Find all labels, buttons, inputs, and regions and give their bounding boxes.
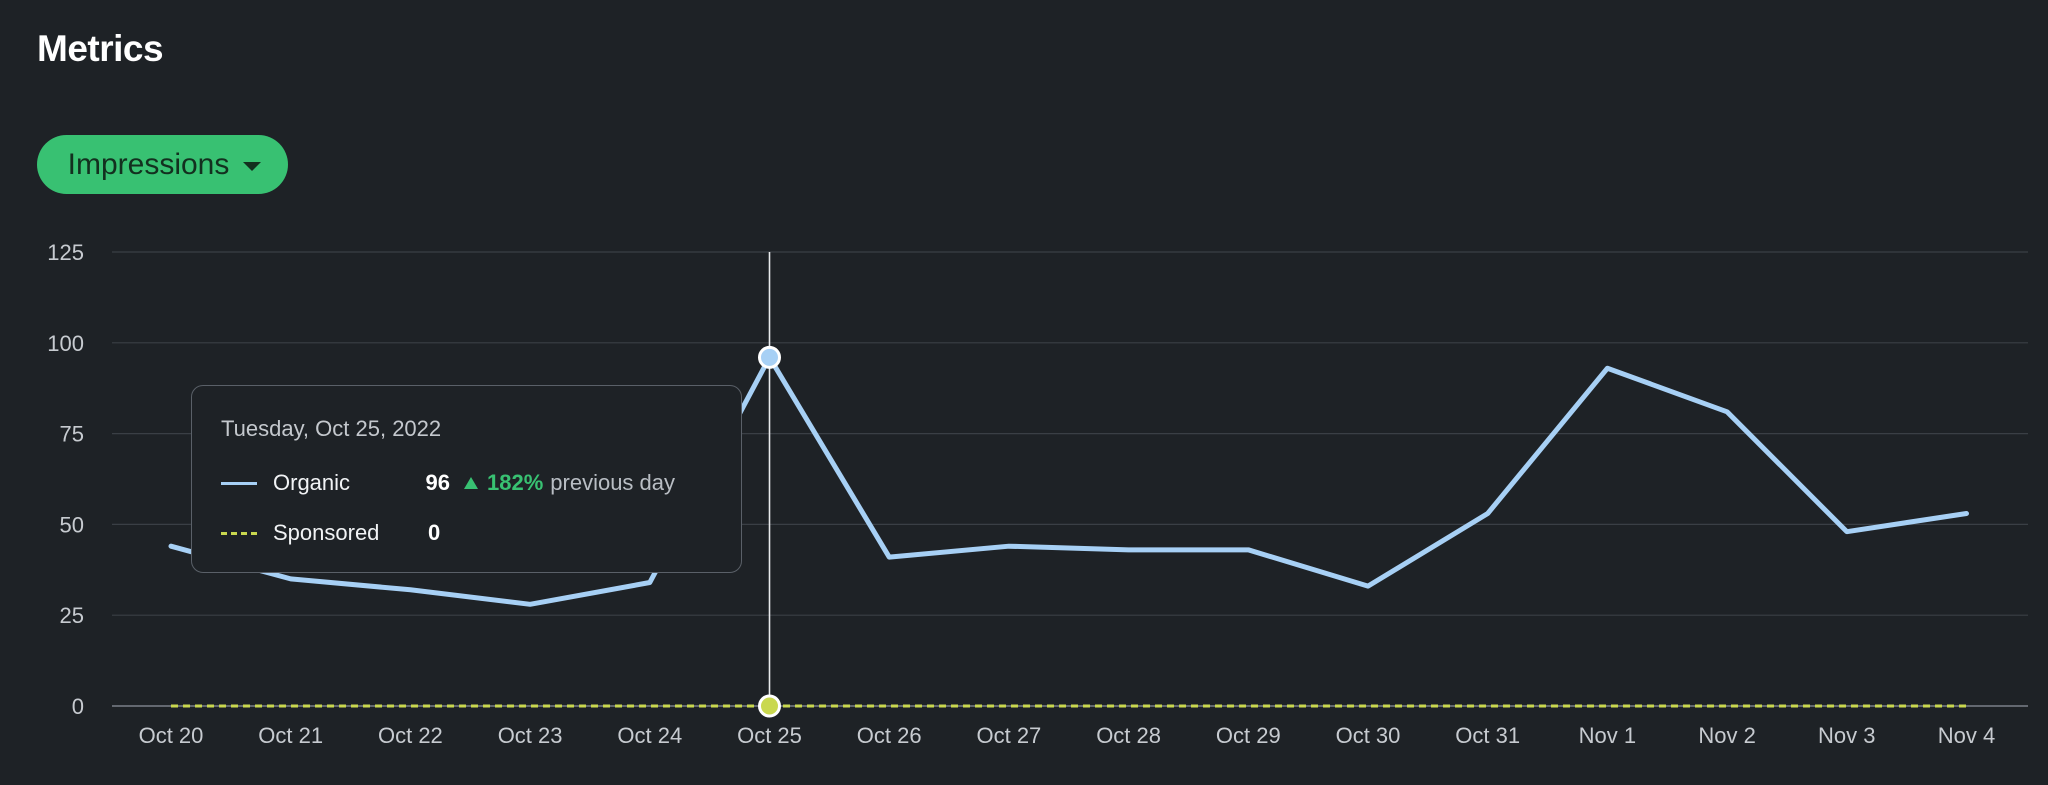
data-point-organic bbox=[1964, 511, 1970, 517]
tooltip-row-sponsored: Sponsored 0 bbox=[221, 518, 712, 548]
x-tick-label: Oct 29 bbox=[1216, 723, 1281, 748]
data-point-organic bbox=[1006, 543, 1012, 549]
data-point-organic bbox=[1604, 365, 1610, 371]
tooltip-row-organic: Organic 96 182% previous day bbox=[221, 468, 712, 498]
data-point-organic bbox=[407, 587, 413, 593]
data-point-organic bbox=[1485, 511, 1491, 517]
data-point-organic bbox=[647, 580, 653, 586]
x-tick-label: Oct 30 bbox=[1336, 723, 1401, 748]
x-tick-label: Oct 24 bbox=[617, 723, 682, 748]
data-point-organic bbox=[1126, 547, 1132, 553]
hover-point-organic bbox=[758, 345, 781, 369]
y-tick-label: 75 bbox=[60, 422, 84, 447]
caret-down-icon bbox=[243, 161, 262, 171]
tooltip-series-value: 0 bbox=[428, 520, 441, 545]
tooltip-series-value: 96 bbox=[425, 470, 450, 495]
tooltip-change-percent: 182% bbox=[487, 470, 544, 495]
y-tick-label: 25 bbox=[60, 603, 84, 628]
data-point-organic bbox=[288, 576, 294, 582]
data-point-organic bbox=[886, 554, 892, 560]
sponsored-legend-swatch bbox=[221, 531, 257, 535]
data-point-organic bbox=[168, 543, 174, 549]
tooltip-change-suffix: previous day bbox=[550, 470, 676, 495]
data-point-organic bbox=[1245, 547, 1251, 553]
x-tick-label: Oct 22 bbox=[378, 723, 443, 748]
trend-up-icon bbox=[464, 477, 478, 489]
tooltip-series-name: Organic bbox=[273, 470, 351, 495]
x-tick-label: Nov 2 bbox=[1698, 723, 1755, 748]
y-tick-label: 0 bbox=[72, 694, 84, 719]
x-tick-label: Nov 4 bbox=[1938, 723, 1995, 748]
data-point-organic bbox=[1724, 409, 1730, 415]
data-point-organic bbox=[1844, 529, 1850, 535]
x-tick-label: Oct 27 bbox=[976, 723, 1041, 748]
series-line-organic bbox=[168, 354, 1969, 607]
data-point-organic bbox=[527, 601, 533, 607]
y-tick-label: 125 bbox=[47, 240, 84, 265]
x-tick-label: Nov 3 bbox=[1818, 723, 1875, 748]
chart-tooltip: Tuesday, Oct 25, 2022 Organic 96 182% pr… bbox=[191, 385, 742, 573]
x-tick-label: Oct 21 bbox=[258, 723, 323, 748]
organic-legend-swatch bbox=[221, 481, 257, 485]
hover-point-sponsored bbox=[758, 694, 781, 718]
metric-dropdown-button[interactable]: Impressions bbox=[37, 135, 288, 194]
x-tick-label: Oct 20 bbox=[139, 723, 204, 748]
y-tick-label: 50 bbox=[60, 512, 84, 537]
tooltip-date: Tuesday, Oct 25, 2022 bbox=[221, 416, 442, 441]
x-tick-label: Oct 23 bbox=[498, 723, 563, 748]
x-tick-label: Nov 1 bbox=[1579, 723, 1636, 748]
y-tick-label: 100 bbox=[47, 331, 84, 356]
x-tick-label: Oct 26 bbox=[857, 723, 922, 748]
x-tick-label: Oct 31 bbox=[1455, 723, 1520, 748]
x-tick-label: Oct 28 bbox=[1096, 723, 1161, 748]
metric-dropdown-label: Impressions bbox=[67, 147, 230, 181]
tooltip-series-name: Sponsored bbox=[273, 520, 380, 545]
page-title: Metrics bbox=[37, 28, 164, 69]
data-point-organic bbox=[1365, 583, 1371, 589]
x-tick-label: Oct 25 bbox=[737, 723, 802, 748]
